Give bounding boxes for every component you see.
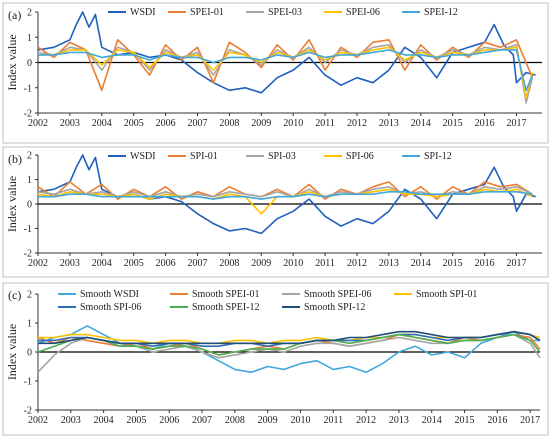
panel-frame (2, 146, 549, 278)
y-tick-label: -1 (24, 224, 32, 235)
x-tick-label: 2011 (315, 118, 335, 129)
x-tick-label: 2017 (506, 118, 526, 129)
y-tick-label: -1 (24, 377, 32, 388)
series-line (37, 154, 536, 235)
x-tick-label: 2012 (347, 258, 367, 269)
legend-label: SPI-06 (346, 151, 374, 162)
x-tick-label: 2013 (389, 415, 409, 426)
y-tick-label: 2 (27, 290, 32, 301)
x-tick-label: 2005 (124, 258, 144, 269)
x-tick-label: 2004 (92, 118, 112, 129)
x-tick-label: 2004 (92, 258, 112, 269)
y-tick-label: 1 (27, 33, 32, 44)
x-tick-label: 2010 (283, 118, 303, 129)
x-tick-label: 2015 (443, 258, 463, 269)
chart-panel-2: -2 -1 0 1 2 2002 2003 2004 2005 2006 2007 2008 2009 2… (2, 146, 549, 278)
x-tick-label: 2016 (475, 118, 495, 129)
x-tick-label: 2005 (124, 118, 144, 129)
x-tick-label: 2016 (475, 258, 495, 269)
y-tick-label: 1 (27, 319, 32, 330)
chart-panel-1: -2 -1 0 1 2 2002 2003 2004 2005 2006 2007 2008 2009 2… (2, 2, 549, 144)
y-tick-label: -2 (24, 249, 32, 260)
chart-panel-3: -2 -1 0 1 2 2002 2003 2004 2005 2006 2007 2008 2009 2… (2, 282, 549, 436)
legend-label: SPI-01 (190, 151, 218, 162)
legend-label: SPEI-06 (346, 7, 380, 18)
y-tick-label: 0 (27, 348, 32, 359)
x-tick-label: 2007 (192, 415, 212, 426)
x-tick-label: 2015 (455, 415, 475, 426)
x-tick-label: 2013 (379, 118, 399, 129)
x-tick-label: 2015 (443, 118, 463, 129)
y-tick-label: -2 (24, 406, 32, 417)
x-tick-label: 2014 (411, 258, 431, 269)
series-line (38, 330, 541, 345)
y-tick-label: -1 (24, 83, 32, 94)
y-tick-label: 0 (27, 58, 32, 69)
x-tick-label: 2013 (379, 258, 399, 269)
x-tick-label: 2014 (422, 415, 442, 426)
series-line (37, 11, 536, 94)
legend-label: Smooth SPI-12 (304, 302, 365, 313)
x-tick-label: 2011 (323, 415, 343, 426)
x-tick-label: 2006 (156, 118, 176, 129)
x-tick-label: 2002 (28, 415, 48, 426)
x-tick-label: 2012 (356, 415, 376, 426)
x-tick-label: 2003 (60, 258, 80, 269)
x-tick-label: 2008 (219, 258, 239, 269)
x-tick-label: 2012 (347, 118, 367, 129)
x-tick-label: 2006 (156, 258, 176, 269)
x-tick-label: 2010 (283, 258, 303, 269)
x-tick-label: 2007 (187, 118, 207, 129)
x-tick-label: 2002 (28, 258, 48, 269)
legend-label: Smooth SPI-01 (416, 289, 477, 300)
series-line (38, 49, 534, 92)
legend-label: WSDI (130, 151, 156, 162)
legend-label: SPI-12 (424, 151, 452, 162)
x-tick-label: 2009 (251, 258, 271, 269)
x-tick-label: 2009 (251, 118, 271, 129)
panel-label: (c) (8, 288, 21, 302)
x-tick-label: 2003 (61, 415, 81, 426)
legend-label: Smooth SPEI-06 (304, 289, 372, 300)
legend-label: Smooth SPEI-01 (192, 289, 260, 300)
x-tick-label: 2007 (187, 258, 207, 269)
x-tick-label: 2004 (94, 415, 114, 426)
legend-label: Smooth WSDI (80, 289, 139, 300)
legend-label: SPEI-12 (424, 7, 458, 18)
x-tick-label: 2009 (258, 415, 278, 426)
x-tick-label: 2011 (315, 258, 335, 269)
y-axis-label: Index value (5, 324, 19, 380)
legend-label: SPEI-01 (190, 7, 224, 18)
x-tick-label: 2016 (487, 415, 507, 426)
y-axis-label: Index value (5, 176, 19, 232)
legend-label: Smooth SPEI-12 (192, 302, 260, 313)
y-tick-label: 1 (27, 175, 32, 186)
series-line (38, 191, 533, 200)
panel-label: (a) (8, 8, 21, 22)
x-tick-label: 2017 (520, 415, 540, 426)
x-tick-label: 2005 (126, 415, 146, 426)
x-tick-label: 2006 (159, 415, 179, 426)
series-line (37, 38, 534, 92)
x-tick-label: 2008 (219, 118, 239, 129)
y-tick-label: 0 (27, 200, 32, 211)
panel-frame (2, 2, 549, 144)
y-tick-label: 2 (27, 8, 32, 19)
x-tick-label: 2014 (411, 118, 431, 129)
legend-label: SPEI-03 (268, 7, 302, 18)
series-line (37, 333, 541, 356)
y-tick-label: 2 (27, 151, 32, 162)
x-tick-label: 2017 (506, 258, 526, 269)
x-tick-label: 2008 (225, 415, 245, 426)
x-tick-label: 2010 (290, 415, 310, 426)
legend-label: Smooth SPI-06 (80, 302, 141, 313)
legend-label: WSDI (130, 7, 156, 18)
legend-label: SPI-03 (268, 151, 296, 162)
y-axis-label: Index value (5, 34, 19, 90)
x-tick-label: 2003 (60, 118, 80, 129)
panel-label: (b) (8, 152, 22, 166)
y-tick-label: -2 (24, 109, 32, 120)
x-tick-label: 2002 (28, 118, 48, 129)
